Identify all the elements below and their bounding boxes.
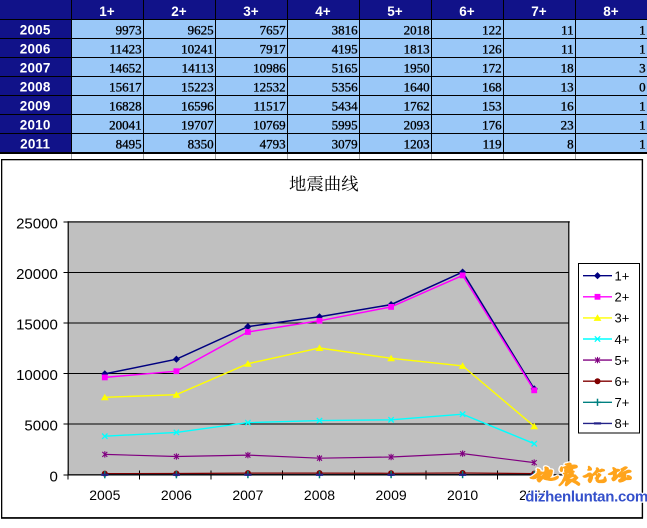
svg-text:11: 11 bbox=[561, 42, 574, 57]
svg-text:2009: 2009 bbox=[20, 98, 51, 113]
svg-text:119: 119 bbox=[483, 137, 502, 152]
svg-text:1762: 1762 bbox=[404, 99, 430, 114]
svg-text:9973: 9973 bbox=[116, 23, 142, 38]
svg-text:16596: 16596 bbox=[181, 99, 214, 114]
svg-text:5+: 5+ bbox=[615, 353, 630, 368]
svg-text:20041: 20041 bbox=[109, 118, 142, 133]
svg-text:2010: 2010 bbox=[20, 117, 51, 132]
svg-text:25000: 25000 bbox=[16, 215, 58, 232]
svg-text:23: 23 bbox=[561, 118, 574, 133]
svg-text:12532: 12532 bbox=[253, 80, 286, 95]
svg-text:1: 1 bbox=[639, 137, 646, 152]
svg-text:1: 1 bbox=[639, 42, 646, 57]
svg-text:7+: 7+ bbox=[531, 4, 547, 19]
svg-text:3: 3 bbox=[639, 61, 646, 76]
svg-text:2011: 2011 bbox=[20, 136, 50, 151]
svg-text:7+: 7+ bbox=[615, 395, 630, 410]
svg-text:15223: 15223 bbox=[181, 80, 214, 95]
svg-text:2+: 2+ bbox=[171, 4, 187, 19]
svg-text:168: 168 bbox=[482, 80, 502, 95]
svg-text:11423: 11423 bbox=[110, 42, 142, 57]
svg-text:2006: 2006 bbox=[161, 487, 192, 503]
svg-text:8+: 8+ bbox=[603, 4, 619, 19]
svg-text:3816: 3816 bbox=[332, 23, 359, 38]
svg-text:2010: 2010 bbox=[447, 487, 478, 503]
svg-text:8495: 8495 bbox=[116, 137, 142, 152]
svg-text:10000: 10000 bbox=[16, 367, 58, 384]
svg-text:6+: 6+ bbox=[615, 374, 630, 389]
svg-text:4+: 4+ bbox=[315, 4, 331, 19]
svg-text:2093: 2093 bbox=[404, 118, 430, 133]
svg-text:176: 176 bbox=[482, 118, 502, 133]
svg-text:14652: 14652 bbox=[109, 61, 142, 76]
svg-text:13: 13 bbox=[561, 80, 574, 95]
svg-text:1+: 1+ bbox=[99, 4, 115, 19]
svg-text:1: 1 bbox=[639, 118, 646, 133]
svg-text:8: 8 bbox=[567, 137, 574, 152]
svg-text:2006: 2006 bbox=[20, 41, 51, 56]
svg-text:2011: 2011 bbox=[519, 487, 549, 503]
svg-text:1203: 1203 bbox=[404, 137, 430, 152]
svg-text:5995: 5995 bbox=[332, 118, 358, 133]
svg-text:9625: 9625 bbox=[188, 23, 214, 38]
svg-text:0: 0 bbox=[49, 468, 57, 485]
svg-text:7917: 7917 bbox=[260, 42, 287, 57]
svg-text:15617: 15617 bbox=[109, 80, 142, 95]
svg-text:5434: 5434 bbox=[332, 99, 359, 114]
svg-text:1813: 1813 bbox=[404, 42, 430, 57]
svg-text:2007: 2007 bbox=[232, 487, 263, 503]
svg-text:126: 126 bbox=[482, 42, 502, 57]
svg-text:1: 1 bbox=[639, 99, 646, 114]
svg-text:5+: 5+ bbox=[387, 4, 403, 19]
svg-text:2008: 2008 bbox=[304, 487, 335, 503]
svg-text:8+: 8+ bbox=[615, 416, 630, 431]
svg-text:7657: 7657 bbox=[260, 23, 287, 38]
svg-text:172: 172 bbox=[482, 61, 502, 76]
svg-text:3079: 3079 bbox=[332, 137, 358, 152]
svg-text:2005: 2005 bbox=[89, 487, 120, 503]
svg-text:1+: 1+ bbox=[615, 269, 630, 284]
svg-text:4+: 4+ bbox=[615, 332, 630, 347]
svg-text:2007: 2007 bbox=[20, 60, 51, 75]
svg-text:11517: 11517 bbox=[254, 99, 287, 114]
svg-text:18: 18 bbox=[561, 61, 574, 76]
svg-text:1640: 1640 bbox=[404, 80, 430, 95]
svg-text:2005: 2005 bbox=[20, 22, 51, 37]
svg-text:0: 0 bbox=[639, 80, 646, 95]
svg-text:15000: 15000 bbox=[16, 317, 58, 334]
svg-text:153: 153 bbox=[482, 99, 502, 114]
svg-text:2008: 2008 bbox=[20, 79, 51, 94]
svg-text:1: 1 bbox=[639, 23, 646, 38]
svg-text:122: 122 bbox=[482, 23, 502, 38]
svg-text:19707: 19707 bbox=[181, 118, 214, 133]
svg-text:14113: 14113 bbox=[182, 61, 214, 76]
svg-text:4793: 4793 bbox=[260, 137, 286, 152]
svg-text:16828: 16828 bbox=[109, 99, 142, 114]
svg-text:dizhenluntan.com: dizhenluntan.com bbox=[525, 489, 647, 506]
svg-text:20000: 20000 bbox=[16, 266, 58, 283]
svg-text:3+: 3+ bbox=[615, 311, 630, 326]
svg-text:10241: 10241 bbox=[181, 42, 214, 57]
svg-text:10769: 10769 bbox=[253, 118, 286, 133]
svg-text:5165: 5165 bbox=[332, 61, 358, 76]
svg-text:2009: 2009 bbox=[376, 487, 407, 503]
svg-text:10986: 10986 bbox=[253, 61, 286, 76]
svg-text:5000: 5000 bbox=[24, 418, 57, 435]
svg-text:16: 16 bbox=[561, 99, 575, 114]
svg-text:3+: 3+ bbox=[243, 4, 259, 19]
svg-text:8350: 8350 bbox=[188, 137, 214, 152]
svg-text:2018: 2018 bbox=[404, 23, 430, 38]
svg-text:5356: 5356 bbox=[332, 80, 359, 95]
svg-text:1950: 1950 bbox=[404, 61, 430, 76]
svg-text:6+: 6+ bbox=[459, 4, 475, 19]
svg-text:4195: 4195 bbox=[332, 42, 358, 57]
svg-text:2+: 2+ bbox=[615, 290, 630, 305]
svg-text:11: 11 bbox=[561, 23, 574, 38]
